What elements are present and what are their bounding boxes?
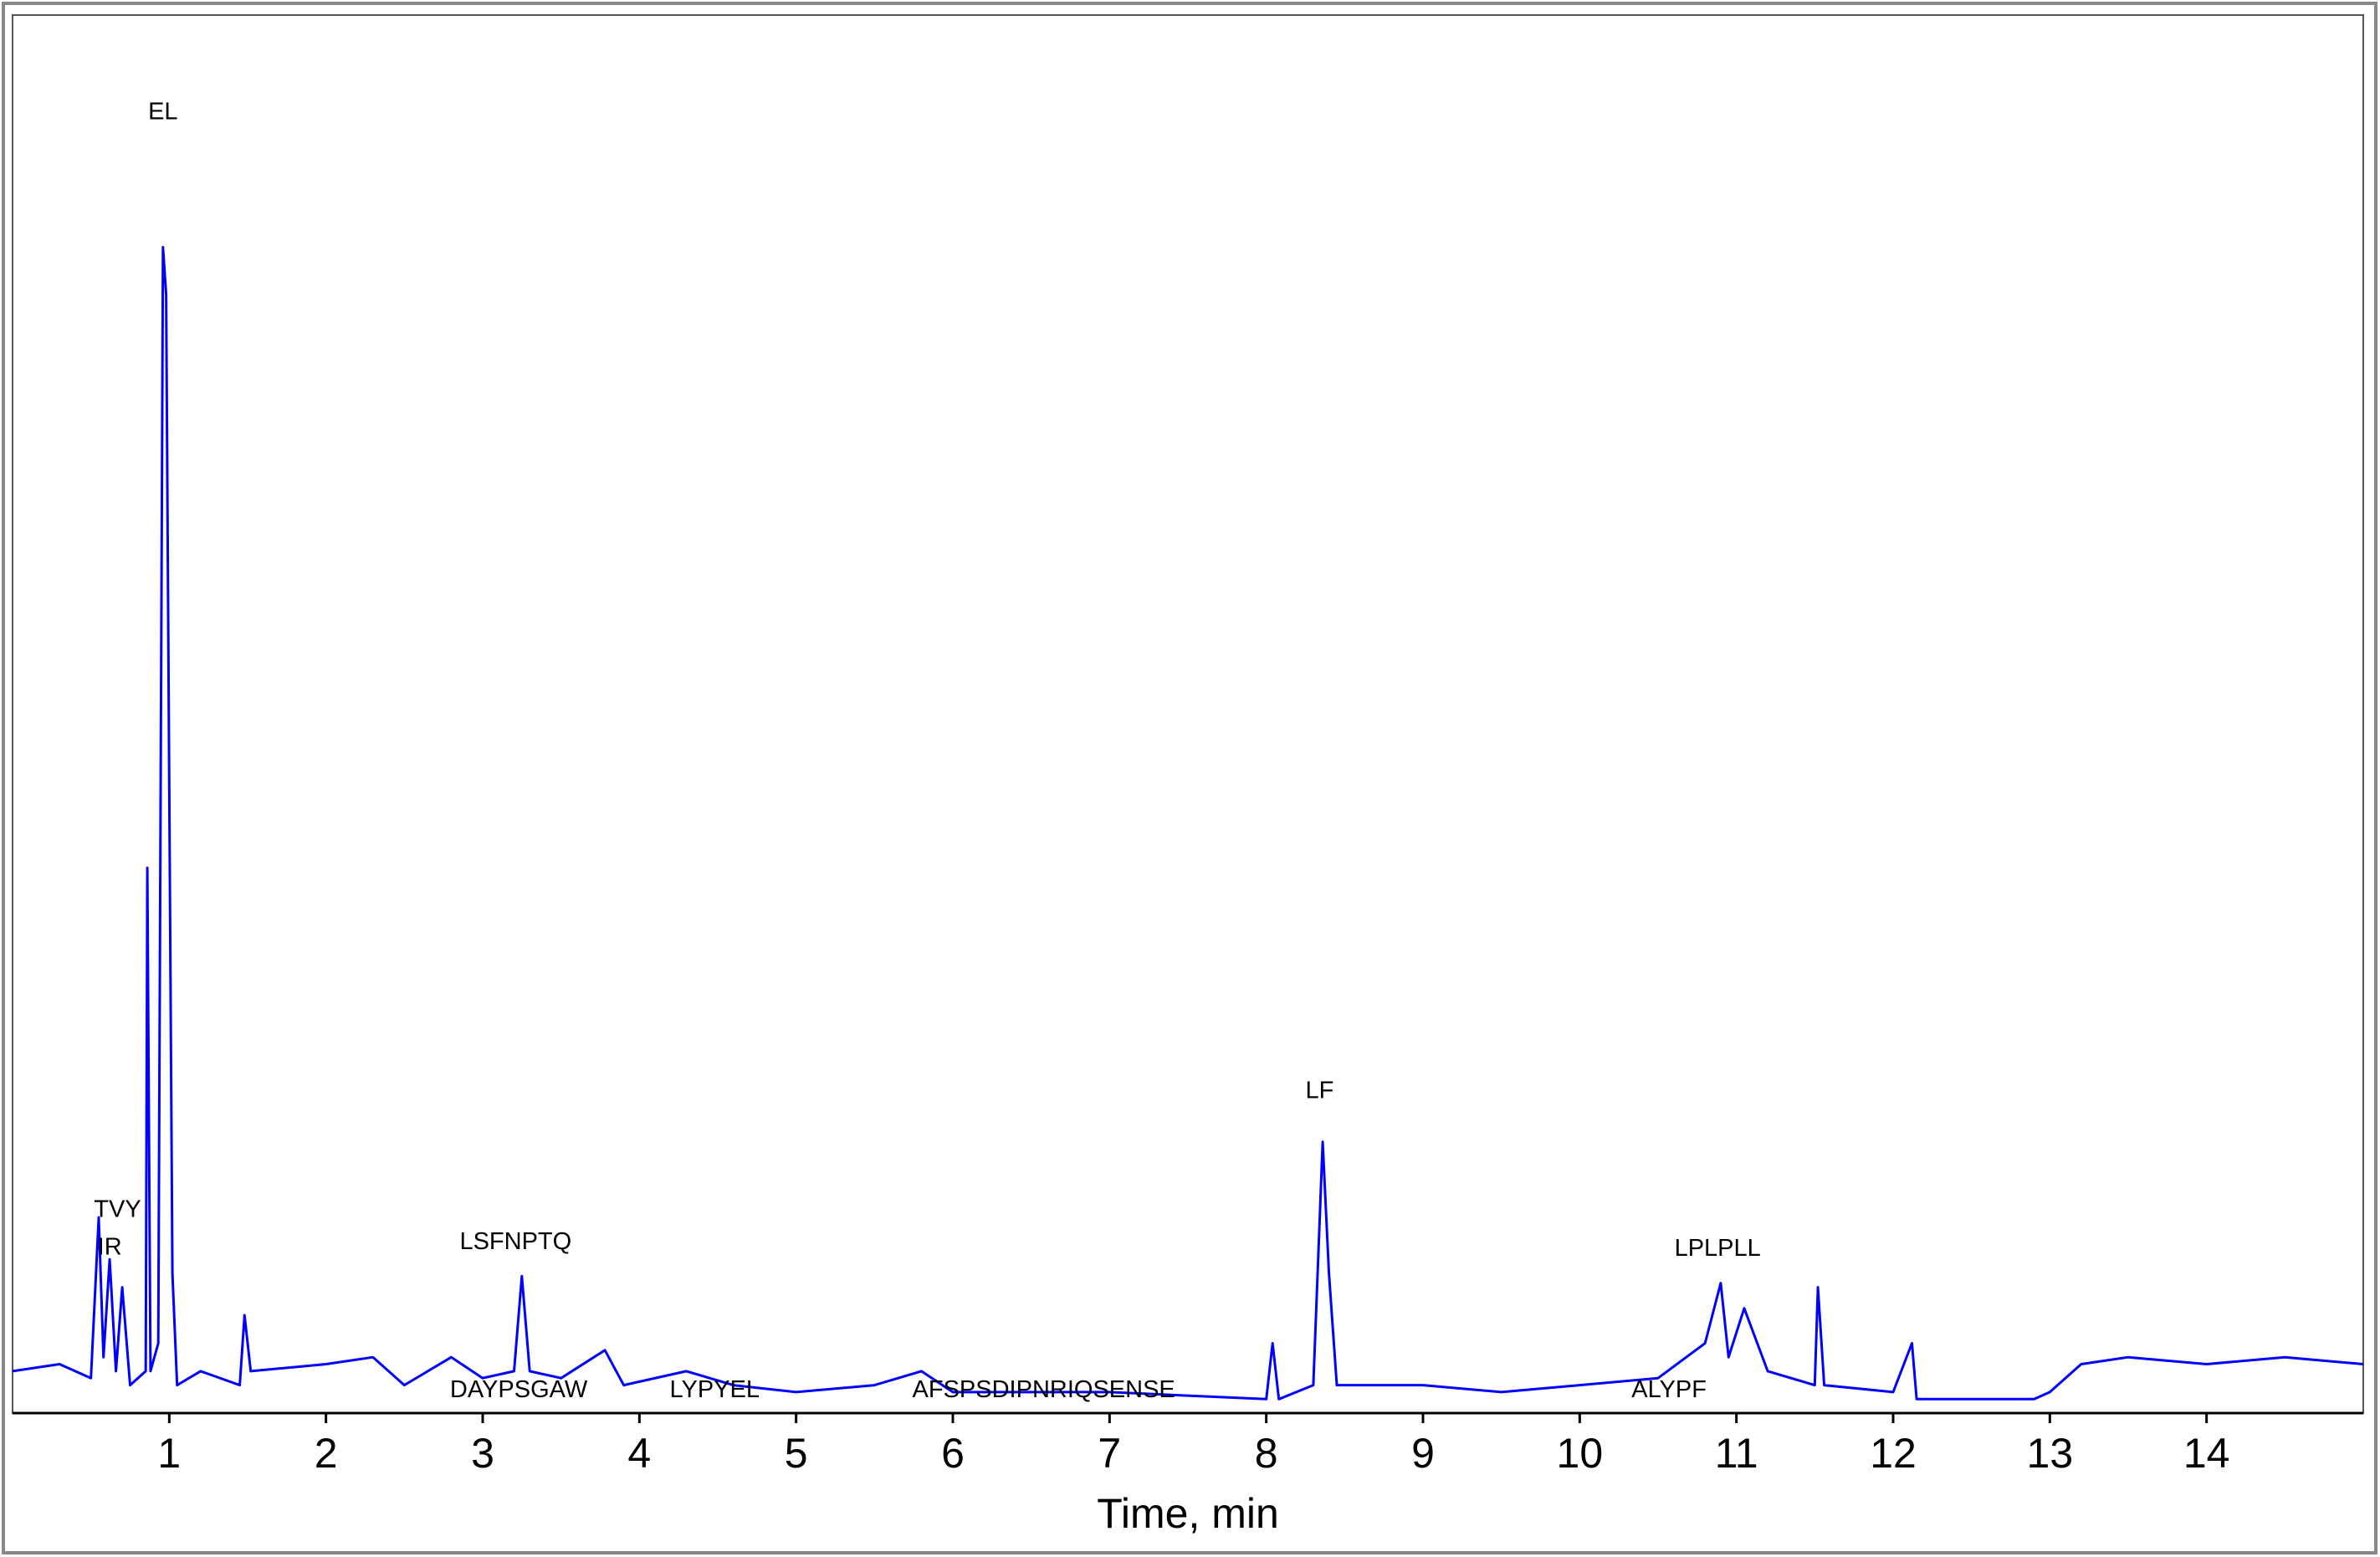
x-tick-label: 1 <box>157 1430 181 1477</box>
x-tick-label: 11 <box>1715 1430 1758 1477</box>
x-tick-label: 13 <box>2027 1430 2074 1477</box>
peak-label: ALYPF <box>1631 1376 1707 1403</box>
x-tick-label: 12 <box>1870 1430 1917 1477</box>
peak-label: LSFNPTQ <box>459 1228 571 1255</box>
x-tick-label: 9 <box>1411 1430 1435 1477</box>
trace <box>12 245 2364 1401</box>
peak-label: LYPYEL <box>670 1376 760 1403</box>
x-tick-label: 10 <box>1557 1430 1604 1477</box>
x-tick-label: 8 <box>1255 1430 1278 1477</box>
peak-label: IR <box>98 1233 122 1260</box>
x-tick-label: 3 <box>471 1430 494 1477</box>
peak-label: EL <box>148 99 177 125</box>
peak-label: TVY <box>94 1196 141 1222</box>
peak-label: LPLPLL <box>1675 1235 1761 1262</box>
peak-label: LF <box>1305 1077 1333 1104</box>
x-tick-label: 14 <box>2183 1430 2230 1477</box>
x-tick-label: 6 <box>941 1430 965 1477</box>
x-tick-label: 5 <box>785 1430 808 1477</box>
x-tick-label: 4 <box>627 1430 651 1477</box>
peak-label: DAYPSGAW <box>450 1376 588 1403</box>
x-tick-label: 2 <box>315 1430 338 1477</box>
x-axis-title: Time, min <box>1097 1490 1279 1537</box>
peak-label: AFSPSDIPNRIQSENSE <box>913 1376 1175 1403</box>
x-tick-label: 7 <box>1098 1430 1121 1477</box>
